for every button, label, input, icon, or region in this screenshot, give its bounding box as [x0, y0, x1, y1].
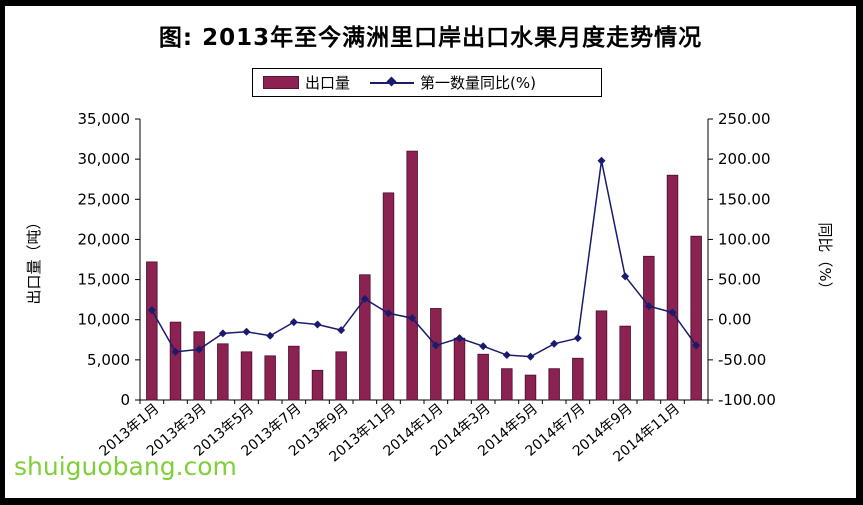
bar-2013年12月	[406, 150, 418, 401]
yoy-point-2014年5月	[526, 352, 535, 361]
bar-2013年2月	[169, 321, 182, 401]
y-tick-label-right: 0.00	[718, 311, 751, 329]
yoy-line	[151, 160, 697, 358]
yoy-point-2013年7月	[289, 318, 298, 327]
y-tick-label-left: 20,000	[78, 230, 131, 248]
yoy-point-2013年11月	[384, 309, 393, 318]
bar-2014年11月	[666, 174, 679, 401]
legend-line-label: 第一数量同比(%)	[420, 74, 536, 92]
chart-frame: 图: 2013年至今满洲里口岸出口水果月度走势情况 出口量 第一数量同比(%) …	[5, 6, 856, 498]
bar-2014年6月	[548, 368, 560, 401]
y-tick-label-left: 35,000	[78, 110, 131, 128]
bar-2014年5月	[524, 374, 537, 401]
y-tick-label-right: -50.00	[718, 351, 766, 369]
bar-2014年3月	[477, 353, 489, 401]
yoy-point-2014年8月	[597, 156, 606, 165]
y-tick-label-left: 25,000	[78, 190, 131, 208]
legend-bar-label: 出口量	[305, 74, 351, 92]
bar-2013年5月	[240, 351, 253, 401]
yoy-point-2013年9月	[337, 326, 346, 335]
yoy-point-2014年12月	[692, 341, 701, 350]
bar-2014年12月	[690, 235, 702, 401]
yoy-point-2013年3月	[195, 345, 204, 354]
y-tick-label-right: 100.00	[718, 230, 771, 248]
yoy-point-2013年6月	[266, 331, 275, 340]
bar-2013年1月	[146, 261, 158, 401]
y-tick-label-right: 200.00	[718, 150, 771, 168]
y-tick-label-right: 50.00	[718, 271, 761, 289]
y-tick-label-right: 250.00	[718, 110, 771, 128]
bar-2013年4月	[217, 343, 229, 401]
bar-2014年9月	[619, 325, 631, 401]
y-tick-label-left: 15,000	[78, 271, 131, 289]
legend-item-yoy: 第一数量同比(%)	[370, 72, 536, 93]
bar-2014年10月	[643, 255, 655, 401]
y-tick-label-right: 150.00	[718, 190, 771, 208]
chart-legend: 出口量 第一数量同比(%)	[252, 68, 602, 97]
bar-2014年4月	[501, 368, 513, 401]
yoy-point-2013年5月	[242, 327, 251, 336]
bar-2013年9月	[335, 351, 347, 401]
yoy-point-2013年8月	[313, 320, 322, 329]
y-axis-title-right: 同比（%）	[816, 222, 834, 296]
yoy-point-2014年10月	[644, 302, 653, 311]
yoy-point-2014年1月	[431, 341, 440, 350]
y-tick-label-left: 0	[120, 391, 130, 409]
y-tick-label-left: 10,000	[78, 311, 131, 329]
bar-2014年1月	[430, 308, 442, 401]
yoy-point-2014年9月	[621, 272, 630, 281]
yoy-point-2013年2月	[171, 347, 180, 356]
bar-2013年8月	[311, 369, 324, 401]
y-tick-label-right: -100.00	[718, 391, 776, 409]
yoy-point-2013年4月	[218, 329, 227, 338]
yoy-point-2013年10月	[360, 294, 369, 303]
yoy-point-2014年2月	[455, 334, 464, 343]
y-tick-label-left: 5,000	[87, 351, 130, 369]
bar-2014年7月	[572, 357, 584, 401]
watermark: shuiguobang.com	[14, 452, 237, 481]
yoy-point-2014年3月	[479, 342, 488, 351]
y-axis-title-left: 出口量（吨）	[25, 214, 43, 304]
combo-chart: 0 5,000 10,000 15,000 20,000 25,000 30,000 35,0…	[25, 110, 834, 465]
legend-line-swatch	[370, 76, 415, 88]
y-tick-label-left: 30,000	[78, 150, 131, 168]
bar-2013年7月	[288, 345, 300, 401]
yoy-point-2014年11月	[668, 308, 677, 317]
yoy-point-2014年7月	[573, 334, 582, 343]
chart-title: 图: 2013年至今满洲里口岸出口水果月度走势情况	[158, 25, 703, 51]
bar-2014年2月	[453, 337, 466, 401]
yoy-point-2013年1月	[147, 306, 156, 315]
yoy-point-2014年6月	[550, 339, 559, 348]
legend-bar-swatch	[263, 76, 299, 89]
bar-2013年11月	[382, 192, 395, 401]
bar-2013年6月	[264, 355, 276, 401]
yoy-point-2014年4月	[502, 351, 511, 360]
yoy-point-2013年12月	[408, 314, 417, 323]
bar-2013年3月	[193, 331, 205, 401]
bar-2014年8月	[595, 310, 608, 401]
bar-2013年10月	[359, 274, 371, 401]
legend-item-export-volume: 出口量	[263, 72, 350, 93]
